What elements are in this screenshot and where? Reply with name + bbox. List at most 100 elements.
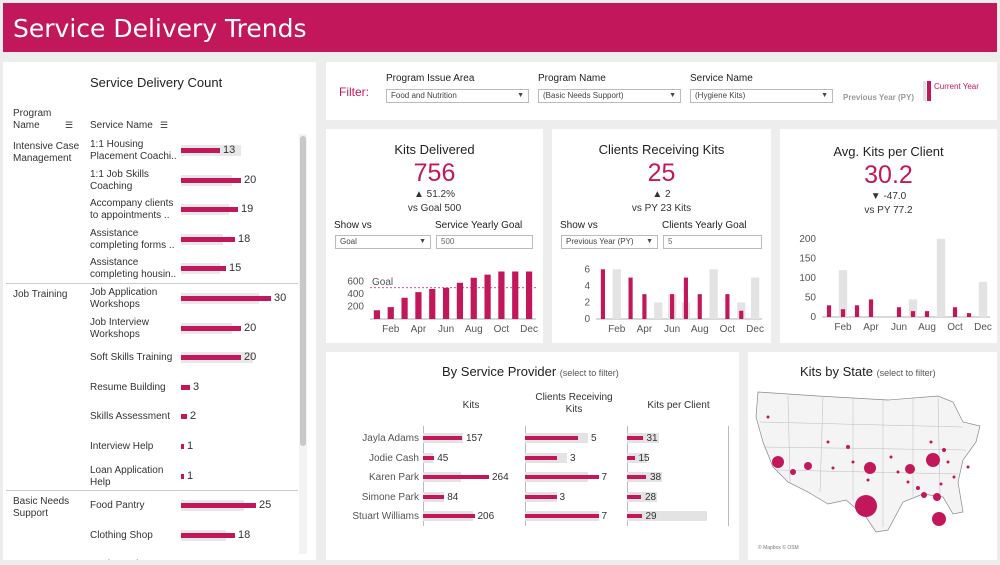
list-item[interactable]: 1:1 Housing Placement Coachi.. 13: [3, 136, 298, 166]
bar-current[interactable]: [826, 305, 832, 317]
bar-current[interactable]: [600, 269, 605, 319]
show-vs-dropdown[interactable]: Previous Year (PY) ▼: [561, 235, 658, 249]
service-name: 1:1 Housing Placement Coachi..: [90, 139, 177, 162]
bar-current[interactable]: [642, 294, 647, 319]
bar-py[interactable]: [978, 281, 988, 317]
count-value: 30: [274, 292, 287, 304]
group-divider: [6, 283, 298, 284]
x-tick-label: Oct: [947, 322, 963, 333]
bar-current[interactable]: [628, 277, 633, 319]
legend-py-swatch: [923, 81, 926, 101]
y-tick-label: 200: [347, 302, 364, 313]
avg-kits-chart[interactable]: 200 150 100 50 0 Feb Apr Jun Aug Oct Dec: [780, 221, 997, 343]
panel-title: Service Delivery Count: [90, 75, 223, 90]
show-vs-dropdown[interactable]: Goal ▼: [335, 235, 431, 249]
chevron-down-icon: ▼: [517, 92, 524, 99]
goal-input[interactable]: 5: [663, 235, 762, 249]
x-tick-label: Jun: [664, 324, 680, 335]
list-item[interactable]: Soft Skills Training 20: [3, 343, 298, 373]
filter-program-issue-area-dropdown[interactable]: Food and Nutrition ▼: [386, 89, 529, 103]
bar-py[interactable]: [750, 277, 760, 319]
program-name[interactable]: Job Training: [13, 289, 68, 300]
list-item[interactable]: Clothing Shop 18: [3, 521, 298, 551]
bar-current[interactable]: [854, 305, 860, 317]
bar-current[interactable]: [373, 310, 381, 319]
kits-value: 157: [466, 433, 483, 444]
bar-current[interactable]: [484, 274, 491, 319]
bar-current[interactable]: [840, 309, 846, 317]
goal-input[interactable]: 500: [436, 235, 533, 249]
bar-current[interactable]: [670, 294, 675, 319]
clients-receiving-chart[interactable]: 6 4 2 0 Feb Apr Jun Aug Oct Dec: [552, 253, 771, 343]
filter-bar: Filter: Program Issue Area Food and Nutr…: [326, 62, 997, 120]
list-item[interactable]: Hygiene Kits: [3, 550, 298, 560]
bar-py[interactable]: [838, 270, 848, 317]
bar-current[interactable]: [683, 277, 688, 319]
bar-current[interactable]: [415, 292, 422, 319]
table-row[interactable]: Karen Park 264 7 38: [326, 469, 739, 487]
list-item[interactable]: Food Pantry 25: [3, 491, 298, 521]
bar-current[interactable]: [924, 311, 930, 317]
bar-current[interactable]: [966, 313, 972, 317]
sort-icon[interactable]: ☰: [65, 120, 74, 130]
bar-current[interactable]: [896, 307, 902, 317]
table-row[interactable]: Stuart Williams 206 7 29: [326, 508, 739, 526]
sort-icon[interactable]: ☰: [160, 120, 169, 130]
col-program-name[interactable]: Program Name: [13, 108, 52, 131]
list-item[interactable]: Job Interview Workshops 20: [3, 314, 298, 344]
bar-py[interactable]: [936, 238, 946, 317]
bar-current[interactable]: [952, 307, 958, 317]
bar-py[interactable]: [737, 302, 746, 319]
provider-name: Simone Park: [361, 491, 419, 503]
program-name[interactable]: Intensive Case Management: [13, 141, 80, 164]
bar-current[interactable]: [456, 282, 464, 319]
list-item[interactable]: Interview Help 1: [3, 432, 298, 462]
bar-current[interactable]: [525, 271, 533, 320]
list-item[interactable]: 1:1 Job Skills Coaching 20: [3, 166, 298, 196]
bar-current[interactable]: [697, 294, 702, 319]
bar-current[interactable]: [868, 299, 874, 317]
list-item[interactable]: Accompany clients to appointments .. 19: [3, 195, 298, 225]
table-row[interactable]: Simone Park 84 3 28: [326, 489, 739, 507]
bar-py[interactable]: [709, 269, 718, 319]
y-tick-label: 6: [584, 264, 590, 275]
list-item[interactable]: Assistance completing forms .. 18: [3, 225, 298, 255]
chevron-down-icon: ▼: [419, 238, 426, 245]
list-item[interactable]: Resume Building 3: [3, 373, 298, 403]
list-item[interactable]: Skills Assessment 2: [3, 402, 298, 432]
kpi-compare: vs PY 23 Kits: [631, 203, 692, 214]
bar-current[interactable]: [429, 289, 436, 319]
clients-bar: [525, 455, 557, 460]
program-name[interactable]: Basic Needs Support: [13, 496, 70, 520]
bar-current[interactable]: [387, 307, 394, 319]
header-banner: Service Delivery Trends: [3, 3, 997, 52]
kpc-value: 31: [646, 433, 658, 444]
bar-current[interactable]: [442, 287, 450, 319]
list-item[interactable]: Loan Application Help 1: [3, 462, 298, 492]
list-item[interactable]: Assistance completing housin.. 15: [3, 254, 298, 284]
bar-py[interactable]: [654, 302, 663, 319]
x-tick-label: Apr: [863, 322, 879, 333]
kits-value: 84: [447, 491, 459, 503]
scrollbar-thumb[interactable]: [300, 136, 306, 446]
table-row[interactable]: Jayla Adams 157 5 31: [326, 430, 739, 448]
list-item[interactable]: Job Application Workshops 30: [3, 284, 298, 314]
us-map[interactable]: [748, 382, 997, 552]
bar-py[interactable]: [908, 299, 918, 317]
bar-py[interactable]: [612, 269, 621, 319]
bar-current[interactable]: [401, 297, 408, 319]
count-bar: [181, 236, 235, 242]
filter-service-name-dropdown[interactable]: (Hygiene Kits) ▼: [690, 89, 833, 103]
table-row[interactable]: Jodie Cash 45 3 15: [326, 450, 739, 468]
col-service-name[interactable]: Service Name: [90, 120, 153, 131]
bar-current[interactable]: [470, 277, 477, 319]
bar-current[interactable]: [512, 271, 519, 320]
count-value: 1: [187, 440, 194, 452]
filter-program-name-dropdown[interactable]: (Basic Needs Support) ▼: [538, 89, 681, 103]
x-tick-label: Dec: [520, 324, 538, 335]
bar-current[interactable]: [739, 310, 744, 319]
bar-current[interactable]: [910, 311, 916, 317]
bar-current[interactable]: [725, 294, 730, 319]
bar-current[interactable]: [498, 271, 505, 320]
